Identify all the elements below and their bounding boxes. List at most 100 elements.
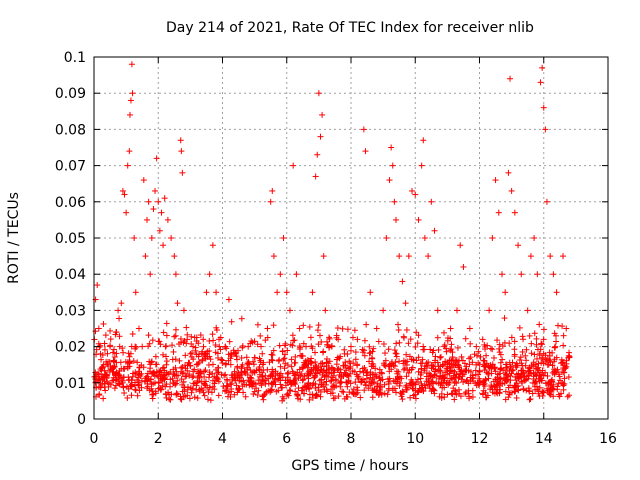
data-point-background [412,391,419,398]
data-point-background [523,387,530,394]
data-point-background [530,369,537,376]
data-point-background [560,342,567,349]
data-point-background [512,373,519,380]
data-point-background [431,368,438,375]
data-point-background [259,361,266,368]
data-point-background [138,377,145,384]
data-point [140,177,147,184]
data-point-background [346,358,353,365]
data-point [128,61,135,68]
data-point-background [189,385,196,392]
data-point-background [403,351,410,358]
data-point-background [195,360,202,367]
data-point-background [238,354,245,361]
data-point-background [451,380,458,387]
data-point-background [289,332,296,339]
data-point [124,162,131,169]
data-point-background [116,381,123,388]
data-point [258,343,265,350]
data-point-background [113,350,120,357]
x-axis-label: GPS time / hours [291,458,408,474]
data-point [511,209,518,216]
data-point-background [112,370,119,377]
data-point [425,253,432,260]
data-point-background [215,364,222,371]
data-point-background [318,366,325,373]
data-point [479,336,486,343]
data-point-background [331,384,338,391]
data-point-background [409,364,416,371]
data-point [341,350,348,357]
data-point [515,242,522,249]
data-point-background [426,385,433,392]
data-point-background [322,381,329,388]
data-point [320,253,327,260]
data-point-background [533,335,540,342]
data-point [139,343,146,350]
data-point-background [135,368,142,375]
y-tick-label: 0.04 [55,267,86,283]
data-point-background [182,373,189,380]
data-point-background [326,369,333,376]
data-point-background [338,374,345,381]
data-point-background [191,380,198,387]
data-point-background [352,379,359,386]
data-point-background [415,368,422,375]
data-point-background [226,338,233,345]
data-point-background [475,348,482,355]
data-point-background [101,378,108,385]
data-point-background [519,348,526,355]
data-point-background [100,320,107,327]
data-point-background [555,380,562,387]
data-point-background [201,381,208,388]
data-point-background [145,332,152,339]
data-point-background [187,362,194,369]
data-point-background [297,372,304,379]
data-point-background [207,397,214,404]
data-point [560,253,567,260]
data-point-background [516,356,523,363]
data-point-background [238,378,245,385]
data-point [367,289,374,296]
data-point-background [148,358,155,365]
data-point [507,75,514,82]
data-point-background [191,334,198,341]
data-point-background [227,361,234,368]
data-point-background [515,375,522,382]
data-point-background [434,359,441,366]
data-point-background [212,341,219,348]
data-point-background [337,383,344,390]
data-point [537,79,544,86]
data-point-background [180,339,187,346]
data-point-background [215,354,222,361]
data-point-background [380,341,387,348]
data-point [315,90,322,97]
data-point-background [163,394,170,401]
data-point-background [382,350,389,357]
data-point-background [231,368,238,375]
data-point-background [92,376,99,383]
data-point-background [172,364,179,371]
data-point-background [545,380,552,387]
data-point-background [444,334,451,341]
data-point-background [465,390,472,397]
data-point-background [396,358,403,365]
data-point-background [334,325,341,332]
data-point-background [400,357,407,364]
data-point-background [396,339,403,346]
data-point-background [557,360,564,367]
data-point-background [441,374,448,381]
data-point-background [361,352,368,359]
data-point-background [126,360,133,367]
data-point-background [362,381,369,388]
data-point-background [386,375,393,382]
data-point-background [249,380,256,387]
data-point-background [307,334,314,341]
data-point-background [305,385,312,392]
data-point-background [376,366,383,373]
data-point [402,300,409,307]
data-point-background [415,354,422,361]
data-point-background [546,390,553,397]
data-point-background [277,363,284,370]
data-point-background [179,370,186,377]
